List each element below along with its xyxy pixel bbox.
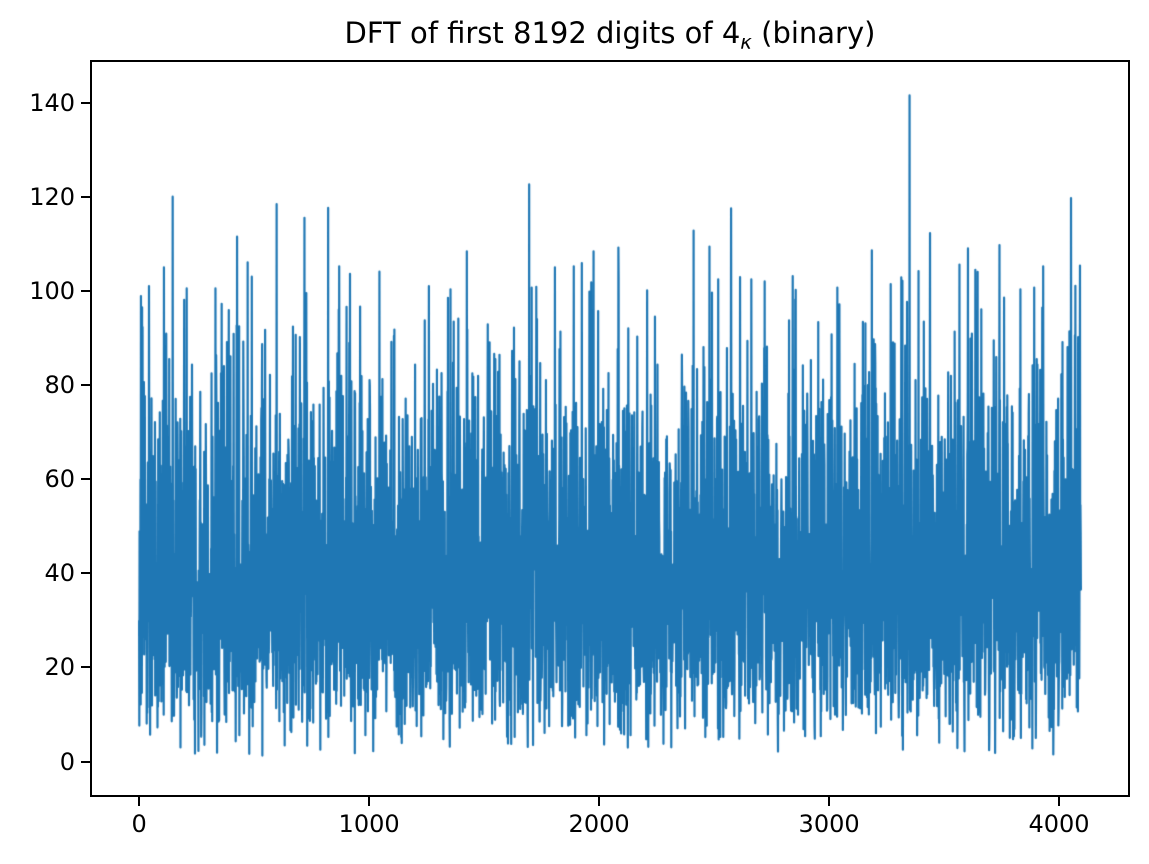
x-tick-label: 1000	[338, 810, 400, 838]
x-tick	[828, 797, 831, 806]
x-tick	[1058, 797, 1060, 806]
plot-canvas	[92, 62, 1128, 795]
y-tick	[81, 478, 90, 481]
chart-title: DFT of first 8192 digits of 4κ (binary)	[90, 16, 1130, 54]
y-tick-label: 20	[44, 653, 75, 682]
y-tick	[81, 384, 90, 386]
y-tick	[81, 666, 90, 669]
y-tick	[81, 101, 90, 104]
y-tick-label: 100	[29, 276, 75, 305]
x-tick	[598, 797, 601, 806]
y-tick	[81, 195, 90, 198]
y-tick-label: 120	[29, 182, 75, 211]
y-tick	[81, 572, 90, 575]
axes-box	[90, 60, 1130, 797]
x-tick-label: 3000	[798, 810, 860, 838]
y-tick	[81, 289, 90, 292]
y-tick-label: 0	[59, 747, 75, 776]
x-tick-label: 4000	[1028, 810, 1090, 838]
y-tick	[81, 760, 90, 763]
x-tick	[138, 797, 141, 806]
y-tick-label: 80	[44, 371, 75, 399]
chart-title-subscript: κ	[740, 30, 752, 54]
y-tick-label: 40	[44, 559, 75, 588]
x-tick-label: 0	[131, 810, 147, 838]
y-tick-label: 60	[44, 465, 75, 494]
y-tick-label: 140	[29, 88, 75, 117]
x-tick	[368, 797, 371, 806]
chart-title-suffix: (binary)	[751, 16, 876, 50]
chart-title-text: DFT of first 8192 digits of 4	[344, 16, 741, 50]
x-tick-label: 2000	[568, 810, 630, 838]
